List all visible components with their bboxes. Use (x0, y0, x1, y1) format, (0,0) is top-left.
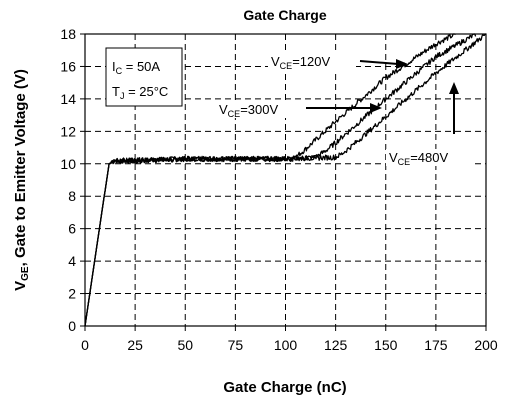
arrow-120-shaft (359, 60, 399, 65)
x-tick-label: 50 (177, 337, 193, 353)
y-tick-label: 0 (68, 318, 76, 334)
x-tick-label: 75 (228, 337, 244, 353)
conditions-box: IC = 50A TJ = 25°C (105, 47, 183, 107)
grid-lines (85, 34, 486, 326)
arrow-480-head (449, 82, 459, 94)
series-labels: VCE=120V VCE=300V VCE=480V (216, 53, 474, 167)
y-tick-label: 14 (60, 91, 76, 107)
x-tick-label: 150 (374, 337, 398, 353)
x-tick-label: 125 (324, 337, 348, 353)
y-tick-label: 16 (60, 58, 76, 74)
label-vce-120: VCE=120V (271, 54, 330, 71)
x-tick-label: 100 (274, 337, 298, 353)
series-line-vce-480v (84, 33, 487, 327)
y-tick-label: 10 (60, 156, 76, 172)
arrow-120-head (396, 59, 408, 69)
x-tick-label: 25 (127, 337, 143, 353)
condition-current: IC = 50A (112, 59, 160, 76)
x-tick-label: 175 (424, 337, 448, 353)
label-bg-300 (216, 101, 304, 118)
series-lines (84, 33, 487, 327)
plot-frame (84, 33, 487, 327)
axis-ticks: 0 25 50 75 100 125 150 175 200 0 2 4 6 8 10 12 14 16 18 (60, 26, 497, 353)
condition-temperature: TJ = 25°C (112, 84, 168, 101)
y-tick-label: 12 (60, 123, 76, 139)
chart-title: Gate Charge (243, 7, 326, 23)
label-vce-480: VCE=480V (389, 150, 448, 167)
label-bg-480 (386, 149, 474, 166)
x-tick-label: 0 (81, 337, 89, 353)
x-axis-label: Gate Charge (nC) (223, 379, 346, 396)
x-tick-label: 200 (474, 337, 498, 353)
y-tick-label: 4 (68, 253, 76, 269)
y-axis-label: VGE, Gate to Emitter Voltage (V) (12, 69, 31, 291)
y-tick-label: 6 (68, 221, 76, 237)
y-tick-label: 18 (60, 26, 76, 42)
y-tick-label: 8 (68, 188, 76, 204)
label-vce-300: VCE=300V (219, 102, 278, 119)
conditions-frame (105, 47, 183, 107)
pointer-arrows (306, 59, 459, 134)
label-bg-120 (268, 53, 356, 70)
y-tick-label: 2 (68, 286, 76, 302)
arrow-300-head (370, 103, 382, 113)
